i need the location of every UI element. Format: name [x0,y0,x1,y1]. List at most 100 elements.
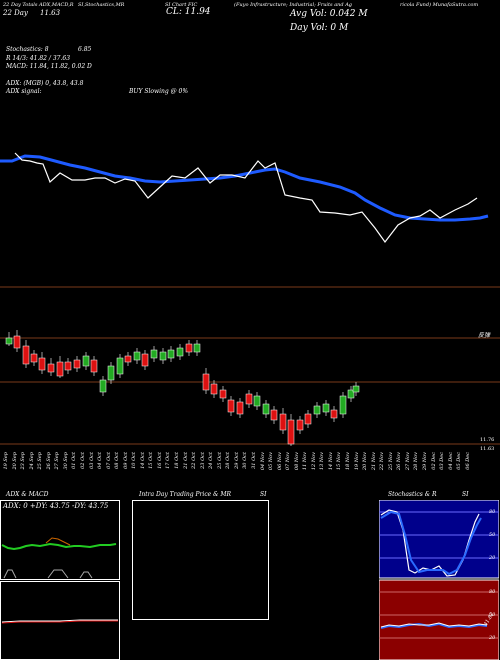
candle-body [30,353,38,363]
candle-body [245,393,253,405]
date-axis-label: 15 Oct [148,452,155,469]
date-axis-label: 13 Nov [319,452,326,471]
date-axis-label: 20 Nov [362,452,369,471]
header-company: (Fuyo Infrastructure; Industrial; Fruits… [234,2,353,8]
adx-macd-svg [0,500,120,660]
candle-corner-label: 反弹 [478,332,491,339]
date-axis-label: 03 Oct [88,452,95,469]
date-axis-label: 12 Nov [310,452,317,471]
stoch-value: 6.85 [78,46,92,53]
candle-body [322,403,330,413]
date-axis-label: 22 Oct [191,452,198,469]
stoch-level-20: 20 [489,555,496,561]
date-axis-label: 02 Dec [430,452,437,470]
stoch-d-line [380,510,482,576]
date-axis-label: 25 Sep [37,452,44,470]
header-period-value: 11.63 [40,9,61,17]
date-axis-label: 30 Sep [62,452,69,470]
date-axis-label: 26 Sep [45,452,52,470]
header-indicators-label: 22 Day Totals ADX,MACD,R [3,2,74,8]
date-axis-label: 22 Nov [379,452,386,471]
candle-body [279,413,287,431]
date-axis-label: 06 Nov [276,452,283,471]
date-axis-label: 08 Oct [114,452,121,469]
stoch-rsi-svg [379,500,499,660]
date-axis-label: 11 Nov [302,452,309,471]
candle-body [296,419,304,431]
candle-body [82,355,90,367]
candle-body [141,353,149,367]
intraday-panel [132,500,269,620]
date-axis-label: 06 Dec [464,452,471,470]
date-axis-label: 25 Oct [216,452,223,469]
candle-body [313,405,321,415]
date-axis-label: 23 Oct [199,452,206,469]
candle-body [219,389,227,399]
rsi-line [380,622,488,629]
candlesticks [5,330,360,446]
candle-body [227,399,235,413]
date-axis: 19 Sep 20 Sep 23 Sep 24 Sep 25 Sep 26 Sep 27 S… [0,452,500,482]
macd-line [1,619,118,623]
candle-body [116,357,124,375]
rsi-level-20: 20 [489,635,496,641]
date-axis-label: 17 Oct [165,452,172,469]
date-axis-label: 23 Sep [20,452,27,470]
header-title-fragment-1: SI,Stochastics,MR [78,2,125,8]
candle-body [167,349,175,359]
date-axis-label: 26 Nov [396,452,403,471]
date-axis-label: 28 Oct [225,452,232,469]
date-axis-label: 03 Dec [439,452,446,470]
date-axis-label: 14 Oct [139,452,146,469]
price-line [14,152,478,244]
date-axis-label: 04 Nov [259,452,266,471]
candle-body [150,349,158,359]
candle-body [38,357,46,371]
candle-body [339,395,347,415]
date-axis-label: 28 Nov [413,452,420,471]
date-axis-label: 04 Dec [447,452,454,470]
header-title-fragment-2: SI Chart FIC [165,2,198,8]
candle-body [124,355,132,363]
date-axis-label: 21 Oct [182,452,189,469]
candle-body [5,337,13,345]
date-axis-label: 15 Nov [336,452,343,471]
candle-body [347,389,355,399]
candle-body [176,347,184,357]
stoch-rsi-panel: 80 50 20 80 50 20 41.82 [379,500,499,660]
stoch-panel-title-tail: SI [462,491,469,498]
date-axis-label: 19 Nov [353,452,360,471]
candle-body [47,363,55,373]
date-axis-label: 29 Oct [233,452,240,469]
rsi-subpanel [379,579,499,660]
avg-volume-label: Avg Vol: 0.042 M [290,9,368,19]
price-chart [0,152,500,446]
date-axis-label: 10 Oct [131,452,138,469]
date-axis-label: 29 Nov [421,452,428,471]
date-axis-label: 07 Nov [285,452,292,471]
candle-body [304,413,312,425]
candle-body [64,361,72,371]
ma-line [0,154,489,222]
candle-body [107,365,115,381]
date-axis-label: 07 Oct [105,452,112,469]
candle-body [159,351,167,361]
adx-line [3,569,93,579]
header-company-tail: ricola Fund) MunafaSutra.com [400,2,479,8]
macd-label: MACD: 11.84, 11.82, 0.02 D [6,63,92,70]
stoch-label: Stochastics: 8 [6,46,49,53]
price-path [14,152,478,244]
date-axis-label: 30 Oct [242,452,249,469]
date-axis-label: 27 Sep [54,452,61,470]
plus-di-line [1,542,117,551]
date-axis-label: 16 Oct [156,452,163,469]
stoch-panel-title: Stochastics & R [388,491,437,498]
date-axis-label: 21 Nov [370,452,377,471]
date-axis-label: 31 Oct [250,452,257,469]
candle-body [193,343,201,353]
stoch-level-80: 80 [489,509,496,515]
candle-body [262,403,270,415]
price-level-high: 11.76 [480,437,495,443]
date-axis-label: 05 Nov [268,452,275,471]
candle-body [287,419,295,445]
